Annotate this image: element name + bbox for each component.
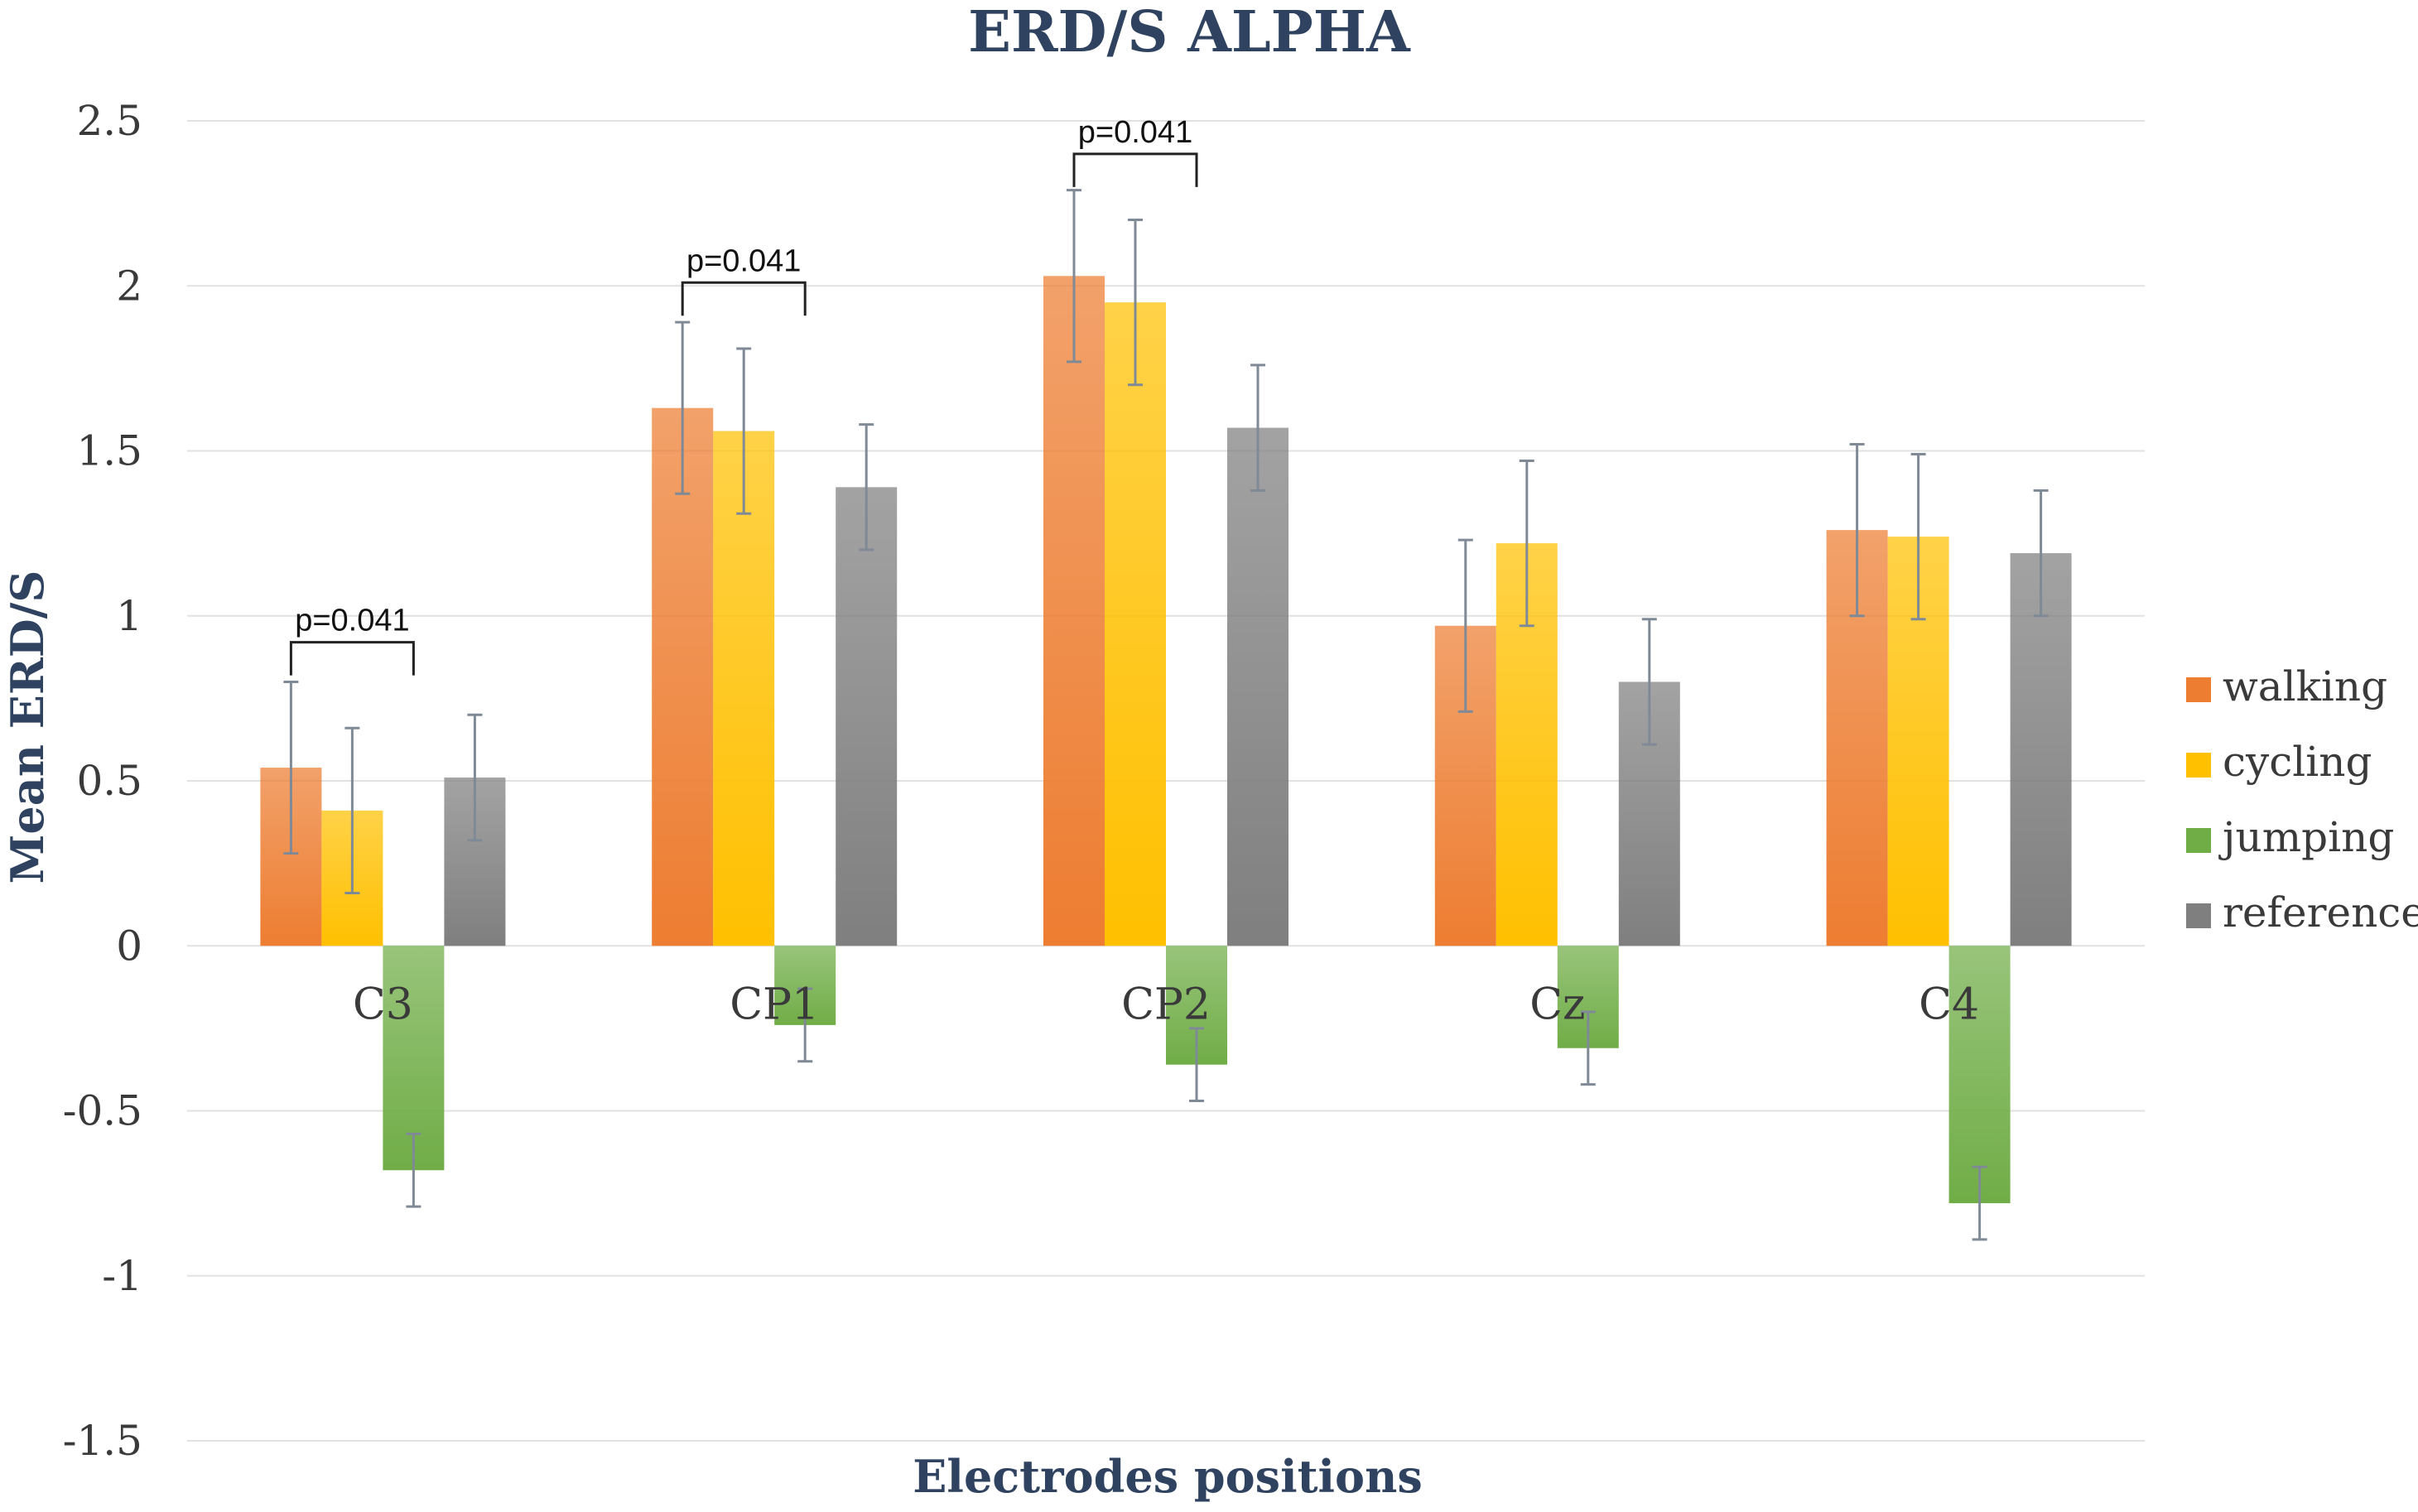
y-axis-ticks: 2.5 2 1.5 1 0.5 0 -0.5 -1 -1.5	[63, 97, 142, 1465]
error-bar-walking-C4	[1849, 443, 1865, 618]
y-tick-label: 2.5	[76, 97, 142, 145]
legend-item-jumping: jumping	[2186, 813, 2394, 861]
legend: walking cycling jumping reference	[2186, 662, 2418, 937]
legend-swatch	[2186, 753, 2211, 778]
significance-bracket	[289, 641, 415, 676]
significance-C3: p=0.041	[289, 604, 415, 676]
legend-label: cycling	[2223, 738, 2372, 786]
legend-label: reference	[2223, 888, 2418, 937]
significance-CP1: p=0.041	[681, 243, 807, 316]
chart-title: ERD/S ALPHA	[968, 0, 1411, 65]
legend-swatch	[2186, 903, 2211, 928]
p-value-label: p=0.041	[1078, 115, 1192, 150]
significance-bracket	[1072, 152, 1198, 187]
significance-CP2: p=0.041	[1072, 115, 1198, 187]
bars	[260, 276, 2072, 1204]
error-bar-jumping-CP2	[1189, 1027, 1204, 1103]
bar-reference-CP1	[836, 487, 898, 946]
x-tick-label: CP2	[1121, 980, 1211, 1029]
error-bar-reference-CP1	[859, 423, 874, 551]
error-bar-jumping-C4	[1972, 1165, 1987, 1241]
y-tick-label: 1.5	[76, 427, 142, 475]
error-bar-reference-C4	[2033, 489, 2049, 618]
legend-label: jumping	[2218, 813, 2394, 861]
bar-jumping-C4	[1948, 946, 2011, 1204]
bar-cycling-CP1	[713, 431, 775, 946]
error-bar-reference-Cz	[1641, 618, 1657, 746]
y-tick-label: -1	[102, 1252, 142, 1300]
error-bar-jumping-CP1	[797, 987, 813, 1063]
error-bar-cycling-C4	[1910, 452, 1926, 621]
x-tick-label: C4	[1919, 980, 1979, 1029]
bar-walking-CP2	[1043, 276, 1105, 946]
error-bar-cycling-Cz	[1519, 459, 1534, 628]
x-tick-label: C3	[353, 980, 413, 1029]
error-bar-reference-C3	[467, 713, 483, 842]
error-bar-cycling-C3	[344, 726, 360, 894]
legend-label: walking	[2223, 662, 2387, 710]
bar-reference-C4	[2010, 553, 2072, 946]
legend-item-cycling: cycling	[2186, 738, 2372, 786]
x-axis-label: Electrodes positions	[913, 1450, 1422, 1503]
error-bar-walking-CP1	[675, 320, 691, 495]
y-tick-label: 0.5	[76, 757, 142, 805]
bar-walking-CP1	[652, 407, 714, 946]
legend-item-reference: reference	[2186, 888, 2418, 937]
y-tick-label: -0.5	[63, 1087, 142, 1135]
bar-reference-CP2	[1227, 427, 1288, 946]
x-tick-label: CP1	[730, 980, 819, 1029]
error-bar-cycling-CP2	[1128, 219, 1143, 387]
y-tick-label: 0	[116, 922, 142, 970]
legend-swatch	[2186, 677, 2211, 702]
error-bar-walking-Cz	[1457, 538, 1473, 713]
error-bar-walking-CP2	[1067, 189, 1081, 364]
error-bar-reference-CP2	[1250, 364, 1265, 492]
error-bar-cycling-CP1	[736, 347, 752, 515]
legend-swatch	[2186, 828, 2211, 853]
error-bars	[283, 189, 2049, 1241]
significance-bracket	[681, 281, 807, 316]
p-value-label: p=0.041	[295, 604, 409, 638]
bar-cycling-CP2	[1105, 302, 1166, 946]
error-bar-jumping-Cz	[1580, 1010, 1596, 1086]
x-axis-ticks: C3 CP1 CP2 Cz C4	[353, 980, 1979, 1029]
x-tick-label: Cz	[1529, 980, 1585, 1029]
error-bar-walking-C3	[283, 680, 299, 855]
legend-item-walking: walking	[2186, 662, 2387, 710]
error-bar-jumping-C3	[406, 1132, 421, 1208]
p-value-label: p=0.041	[686, 243, 801, 278]
y-tick-label: -1.5	[63, 1417, 142, 1465]
significance-annotations: p=0.041 p=0.041 p=0.041	[289, 115, 1198, 676]
y-axis-label: Mean ERD/S	[1, 571, 54, 884]
y-tick-label: 1	[116, 592, 142, 640]
y-tick-label: 2	[116, 262, 142, 310]
